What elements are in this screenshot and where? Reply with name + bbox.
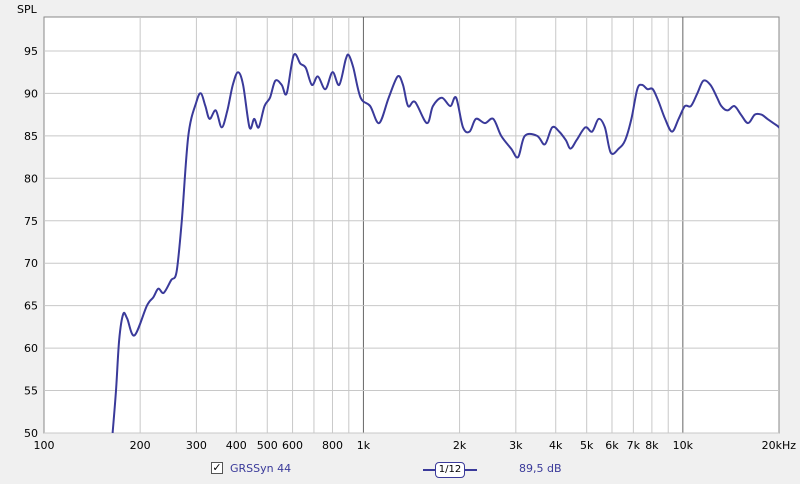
series-line-grssyn-44 [111,53,779,433]
y-axis-label: SPL [17,3,38,16]
x-tick-label: 10k [673,439,694,452]
y-tick-label: 80 [24,172,38,185]
check-icon: ✓ [212,461,222,474]
x-tick-label: 7k [627,439,641,452]
x-tick-label: 5k [580,439,594,452]
x-tick-label: 3k [509,439,523,452]
x-tick-label: 600 [282,439,303,452]
frequency-response-chart: 50 55 60 65 70 75 80 85 90 95 100 200 300 400 500 600 8… [17,3,797,452]
x-tick-label: 8k [645,439,659,452]
legend: ✓ GRSSyn 44 1/12 89,5 dB [0,460,800,480]
x-tick-label: 2k [453,439,467,452]
x-tick-label: 1k [357,439,371,452]
plot-area [43,16,780,434]
x-tick-label: 20kHz [762,439,797,452]
y-tick-label: 50 [24,427,38,440]
x-tick-label: 100 [34,439,55,452]
x-tick-labels: 100 200 300 400 500 600 800 1k 2k 3k 4k 5k 6k 7k 8k 10k… [34,439,797,452]
y-tick-label: 85 [24,130,38,143]
y-tick-label: 65 [24,300,38,313]
series-visibility-checkbox[interactable]: ✓ [211,462,223,474]
grid [44,17,779,434]
x-tick-label: 300 [186,439,207,452]
x-tick-label: 800 [322,439,343,452]
x-tick-label: 200 [130,439,151,452]
x-tick-label: 4k [549,439,563,452]
y-tick-label: 95 [24,45,38,58]
cursor-value-readout: 89,5 dB [519,462,562,475]
y-tick-label: 90 [24,87,38,100]
y-tick-label: 70 [24,257,38,270]
x-tick-label: 500 [257,439,278,452]
y-tick-labels: 50 55 60 65 70 75 80 85 90 95 [24,45,38,440]
series-line-key[interactable]: 1/12 [423,462,477,478]
y-tick-label: 60 [24,342,38,355]
x-tick-label: 6k [605,439,619,452]
smoothing-badge[interactable]: 1/12 [435,462,465,478]
series-name-label[interactable]: GRSSyn 44 [230,462,292,475]
x-tick-label: 400 [226,439,247,452]
y-tick-label: 55 [24,385,38,398]
y-tick-label: 75 [24,215,38,228]
